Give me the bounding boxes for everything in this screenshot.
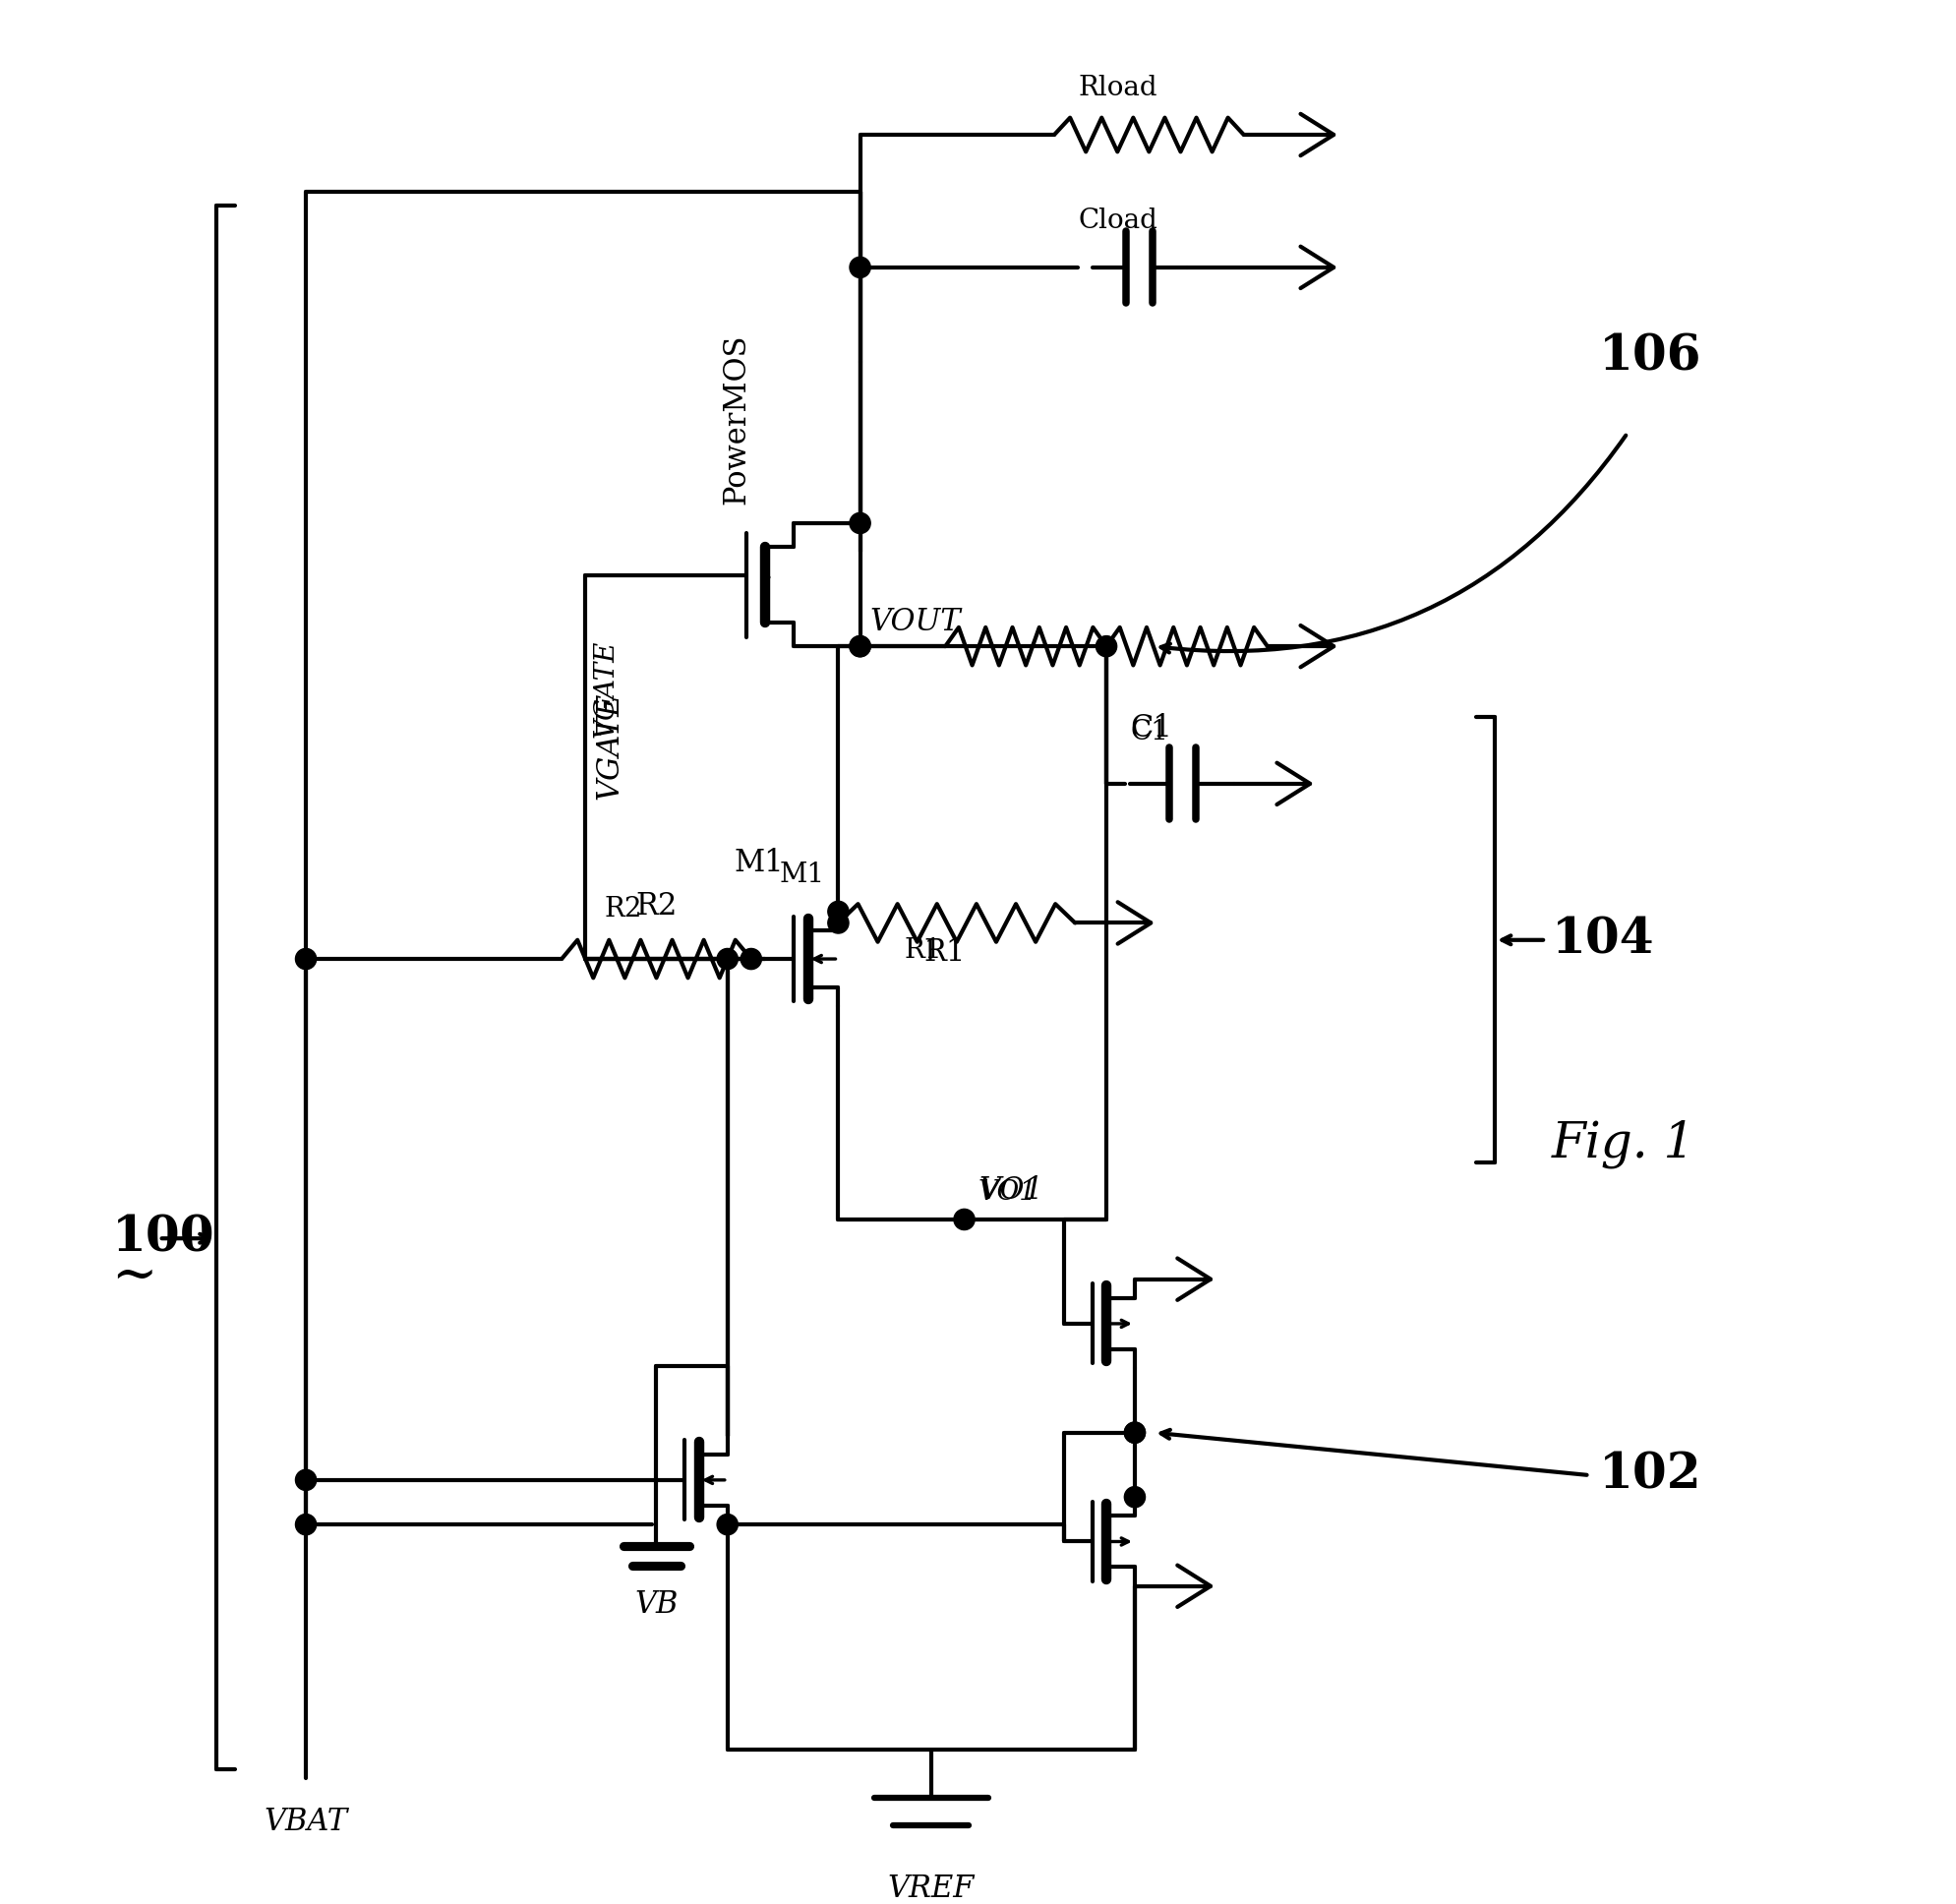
Text: VBAT: VBAT xyxy=(264,1807,348,1837)
Circle shape xyxy=(849,257,870,278)
Circle shape xyxy=(1125,1422,1144,1443)
Text: M1: M1 xyxy=(734,847,784,878)
Circle shape xyxy=(849,636,870,657)
Text: PowerMOS: PowerMOS xyxy=(722,333,751,505)
Circle shape xyxy=(295,1514,317,1535)
Circle shape xyxy=(827,912,849,933)
Text: ~: ~ xyxy=(111,1249,156,1302)
Text: Rload: Rload xyxy=(1078,74,1156,101)
Text: Cload: Cload xyxy=(1078,208,1156,234)
Circle shape xyxy=(1125,1487,1144,1508)
Text: R1: R1 xyxy=(904,937,943,963)
Text: VOUT: VOUT xyxy=(868,605,960,636)
Text: Fig. 1: Fig. 1 xyxy=(1551,1120,1694,1167)
Text: C1: C1 xyxy=(1129,714,1172,744)
Text: VO1: VO1 xyxy=(978,1179,1037,1205)
Text: R2: R2 xyxy=(604,897,642,923)
Text: 104: 104 xyxy=(1551,916,1653,963)
Circle shape xyxy=(739,948,761,969)
Text: R1: R1 xyxy=(923,937,964,967)
Text: 100: 100 xyxy=(111,1215,215,1262)
Circle shape xyxy=(849,512,870,533)
Text: C1: C1 xyxy=(1129,720,1168,746)
Text: VO1: VO1 xyxy=(978,1175,1043,1205)
Text: 106: 106 xyxy=(1598,333,1702,381)
Text: 102: 102 xyxy=(1598,1451,1702,1498)
Circle shape xyxy=(953,1209,974,1230)
Circle shape xyxy=(1125,1422,1144,1443)
Circle shape xyxy=(716,948,737,969)
Text: M1: M1 xyxy=(778,861,825,887)
Circle shape xyxy=(849,636,870,657)
Text: VREF: VREF xyxy=(888,1874,974,1904)
Text: VB: VB xyxy=(634,1590,679,1620)
Circle shape xyxy=(827,901,849,922)
Circle shape xyxy=(716,1514,737,1535)
Text: R2: R2 xyxy=(636,891,677,922)
Text: VGATE: VGATE xyxy=(595,691,626,800)
Circle shape xyxy=(295,1470,317,1491)
Circle shape xyxy=(295,948,317,969)
Circle shape xyxy=(1095,636,1117,657)
Text: VGATE: VGATE xyxy=(593,640,620,739)
